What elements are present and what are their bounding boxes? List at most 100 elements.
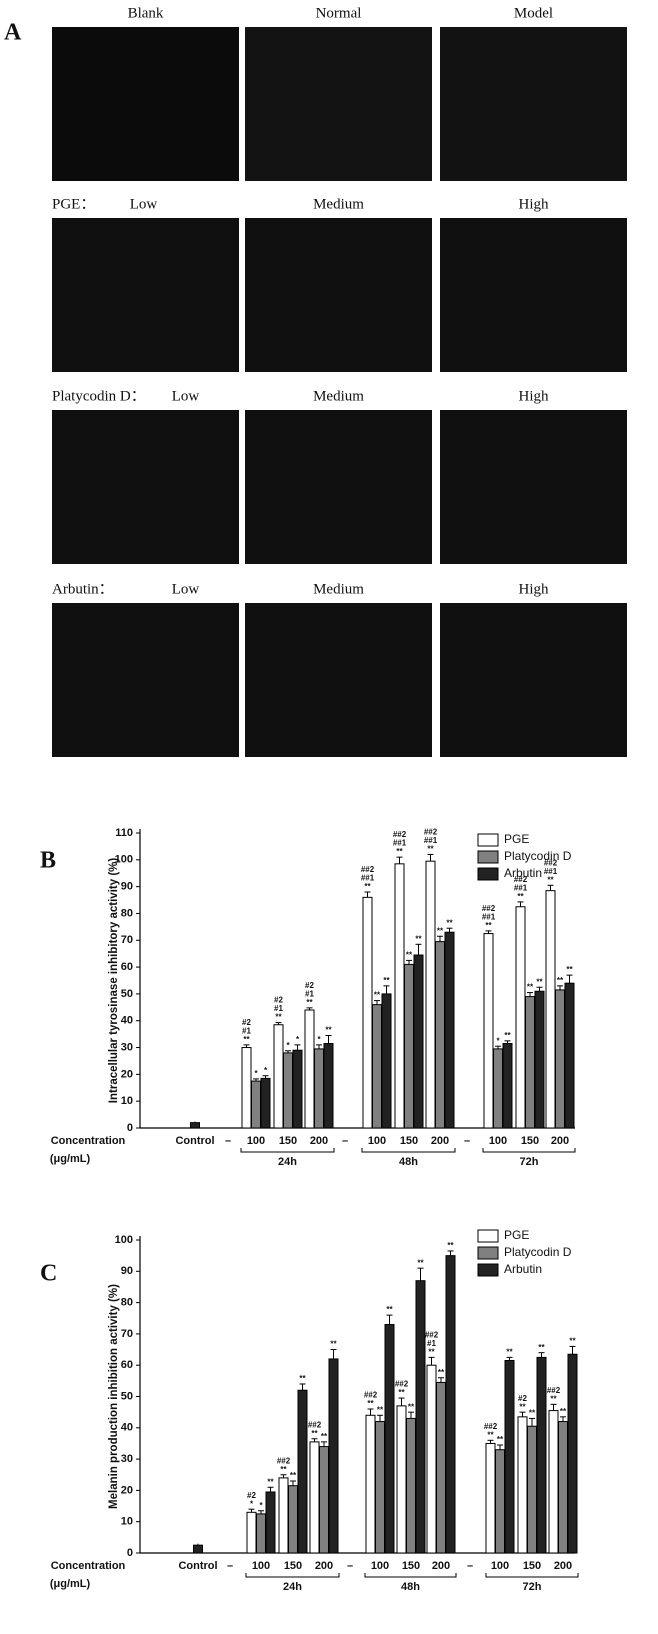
y-tick-label: 90 xyxy=(121,1265,133,1277)
significance-label: ##2 xyxy=(361,865,375,874)
bar xyxy=(415,1280,426,1554)
significance-label: ##2 xyxy=(393,830,407,839)
bar xyxy=(436,1381,446,1554)
x-separator: – xyxy=(347,1560,353,1572)
group-label: 48h xyxy=(399,1156,418,1168)
column-label: High xyxy=(519,388,550,404)
x-tick-label: 150 xyxy=(400,1135,418,1147)
significance-label: ** xyxy=(538,1343,545,1352)
significance-label: * xyxy=(254,1069,258,1078)
group-label: 72h xyxy=(523,1581,542,1593)
micrograph xyxy=(440,410,627,564)
y-tick-label: 80 xyxy=(121,907,133,919)
significance-label: #1 xyxy=(242,1026,251,1035)
bar xyxy=(278,1477,289,1554)
y-tick-label: 60 xyxy=(121,1359,133,1371)
significance-label: ** xyxy=(290,1471,297,1480)
significance-label: ** xyxy=(306,998,313,1007)
significance-label: ** xyxy=(536,977,543,986)
significance-label: ** xyxy=(243,1035,250,1044)
y-axis-label: Intracellular tyrosinase inhibitory acti… xyxy=(108,858,120,1104)
micrograph xyxy=(440,218,627,372)
significance-label: ** xyxy=(396,847,403,856)
significance-label: ** xyxy=(569,1337,576,1346)
bar xyxy=(309,1441,320,1554)
bar xyxy=(534,990,545,1129)
x-tick-label: 100 xyxy=(491,1560,509,1572)
significance-label: ##2 xyxy=(544,858,558,867)
significance-label: * xyxy=(259,1501,263,1510)
y-tick-label: 40 xyxy=(121,1422,133,1434)
legend-label: Platycodin D xyxy=(504,849,572,863)
x-axis-label: Concentration xyxy=(51,1135,126,1147)
x-tick-label: 150 xyxy=(284,1560,302,1572)
bar xyxy=(256,1513,266,1554)
group-label: 72h xyxy=(520,1156,539,1168)
significance-label: #2 xyxy=(305,981,314,990)
y-tick-label: 30 xyxy=(121,1041,133,1053)
significance-label: ##2 xyxy=(277,1456,291,1465)
significance-label: ** xyxy=(383,976,390,985)
x-separator: – xyxy=(227,1560,233,1572)
group-bracket xyxy=(361,1148,456,1153)
bar xyxy=(483,933,494,1129)
legend-label: Arbutin xyxy=(504,1262,542,1276)
significance-label: ** xyxy=(446,918,453,927)
x-separator: – xyxy=(342,1135,348,1147)
bar xyxy=(564,982,575,1129)
bar xyxy=(319,1446,329,1554)
x-tick-label: 100 xyxy=(371,1560,389,1572)
significance-label: ** xyxy=(519,1402,526,1411)
significance-label: ** xyxy=(299,1374,306,1383)
bar xyxy=(384,1324,395,1554)
x-tick-label: 150 xyxy=(402,1560,420,1572)
legend-label: Arbutin xyxy=(504,866,542,880)
significance-label: #1 xyxy=(274,1004,283,1013)
significance-label: ##2 xyxy=(425,1330,439,1339)
bar xyxy=(485,1442,496,1554)
significance-label: #1 xyxy=(427,1339,436,1348)
column-label: High xyxy=(519,581,550,597)
significance-label: ** xyxy=(566,965,573,974)
legend-swatch xyxy=(477,1263,499,1277)
x-tick-label: 200 xyxy=(315,1560,333,1572)
bar xyxy=(394,863,405,1129)
column-label: Low xyxy=(172,581,200,597)
control-bar xyxy=(190,1122,200,1129)
bar xyxy=(246,1511,257,1554)
significance-label: ** xyxy=(417,1258,424,1267)
significance-label: ##1 xyxy=(514,884,528,893)
bar xyxy=(558,1421,568,1554)
bar xyxy=(251,1080,261,1129)
significance-label: * xyxy=(496,1036,500,1045)
y-tick-label: 80 xyxy=(121,1297,133,1309)
significance-label: ** xyxy=(547,875,554,884)
significance-label: ##1 xyxy=(544,867,558,876)
column-label: Medium xyxy=(313,196,364,212)
significance-label: ##2 xyxy=(395,1380,409,1389)
bar xyxy=(548,1410,559,1554)
bar xyxy=(517,1416,528,1554)
y-tick-label: 110 xyxy=(115,827,133,839)
significance-label: ** xyxy=(280,1465,287,1474)
row-prefix: Platycodin D： xyxy=(52,388,146,404)
x-tick-label: 200 xyxy=(310,1135,328,1147)
bar xyxy=(493,1048,503,1129)
bar xyxy=(365,1414,376,1554)
x-tick-label: 100 xyxy=(368,1135,386,1147)
micrograph xyxy=(52,603,239,757)
column-label: Low xyxy=(130,196,158,212)
x-axis-unit: (μg/mL) xyxy=(50,1153,91,1165)
bar xyxy=(495,1449,505,1554)
bar xyxy=(372,1004,382,1129)
significance-label: ** xyxy=(437,926,444,935)
y-tick-label: 70 xyxy=(121,934,133,946)
significance-label: ** xyxy=(517,892,524,901)
bar xyxy=(297,1389,308,1554)
significance-label: ##2 xyxy=(547,1386,561,1395)
significance-label: ##2 xyxy=(514,875,528,884)
legend-swatch xyxy=(477,1229,499,1243)
y-tick-label: 10 xyxy=(121,1516,133,1528)
x-tick-label: 150 xyxy=(279,1135,297,1147)
